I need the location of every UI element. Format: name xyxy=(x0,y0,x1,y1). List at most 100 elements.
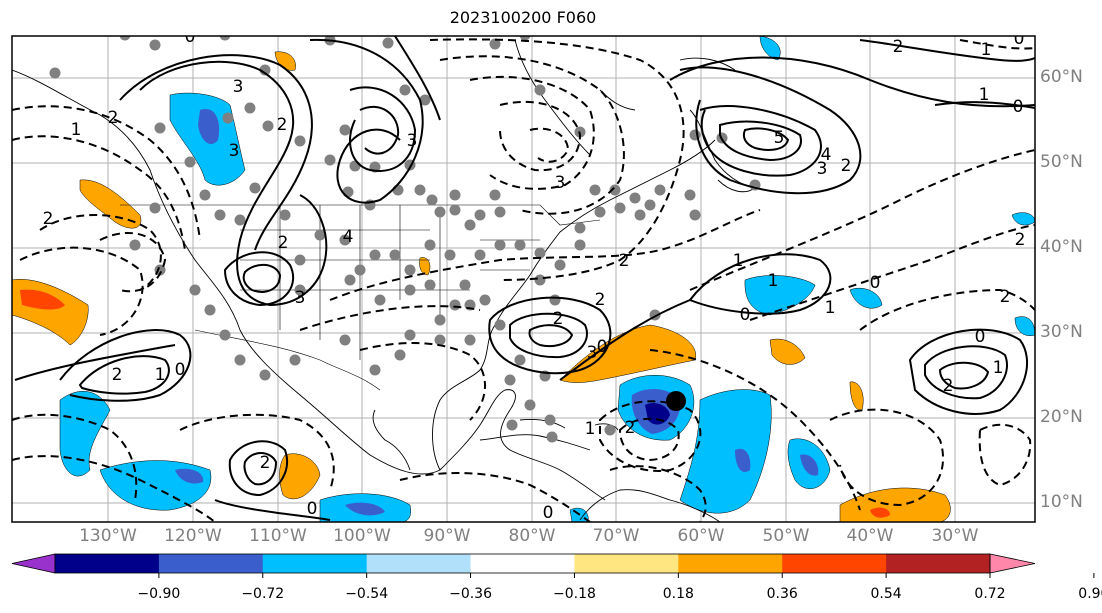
contour-label: 2 xyxy=(278,233,289,253)
colorbar-segment xyxy=(158,554,264,573)
station-dot xyxy=(184,156,196,168)
contour-solid xyxy=(742,127,790,151)
station-dot xyxy=(324,154,336,166)
latitude-label: 20°N xyxy=(1040,407,1083,427)
contour-dashed xyxy=(99,231,167,293)
contour-dashed xyxy=(499,100,582,172)
red-area xyxy=(20,289,65,310)
contour-solid xyxy=(859,39,1035,62)
contour-label: 1 xyxy=(71,120,82,140)
station-dot xyxy=(574,239,586,251)
contour-solid xyxy=(119,54,313,251)
station-dot xyxy=(614,202,626,214)
contour-label: 3 xyxy=(407,131,418,151)
station-dot xyxy=(504,374,516,386)
orange-area xyxy=(769,338,806,365)
contour-solid xyxy=(59,329,192,402)
blue-area xyxy=(679,389,772,514)
contour-dashed xyxy=(12,413,138,501)
contour-label: 4 xyxy=(343,227,354,247)
contour-label: 2 xyxy=(1000,287,1011,307)
station-dot xyxy=(354,264,366,276)
contour-dashed xyxy=(399,472,591,522)
colorbar-tick-label: −0.18 xyxy=(552,586,596,602)
station-dot xyxy=(609,184,621,196)
colorbar-tick-label: 0.72 xyxy=(974,586,1006,602)
station-dot xyxy=(424,279,436,291)
contour-label: 1 xyxy=(993,358,1004,378)
contour-solid xyxy=(139,60,328,307)
contour-label: 2 xyxy=(619,251,630,271)
contour-dashed xyxy=(19,246,144,336)
station-dot xyxy=(314,229,326,241)
contour-dashed xyxy=(439,55,625,215)
colorbar-segment xyxy=(782,554,887,573)
station-dot xyxy=(154,122,166,134)
station-dot xyxy=(339,124,351,136)
station-dot xyxy=(629,192,641,204)
contour-label: 0 xyxy=(175,360,186,380)
blue-area xyxy=(849,287,883,309)
orange-area xyxy=(274,51,296,71)
map-title: 2023100200 F060 xyxy=(449,8,597,27)
contour-solid xyxy=(528,324,574,348)
station-dot xyxy=(494,319,506,331)
blue-area xyxy=(59,391,111,477)
contour-label: 1 xyxy=(768,271,779,291)
contour-solid xyxy=(394,36,441,121)
station-dot xyxy=(149,202,161,214)
contour-label: 2 xyxy=(112,365,123,385)
contour-label: 3 xyxy=(817,159,828,179)
solid-contours xyxy=(14,36,1035,521)
contour-dashed xyxy=(599,400,702,472)
contour-solid xyxy=(243,452,278,486)
contour-label: 4 xyxy=(821,145,832,165)
contour-label: 2 xyxy=(277,115,288,135)
contour-solid xyxy=(488,296,612,375)
contour-label: 0 xyxy=(597,337,608,357)
station-dot xyxy=(389,249,401,261)
contour-solid xyxy=(688,253,832,315)
contour-dashed xyxy=(39,214,162,291)
station-dot xyxy=(339,234,351,246)
station-dot xyxy=(204,304,216,316)
contour-label: 3 xyxy=(555,173,566,193)
colorbar-tick-label: −0.90 xyxy=(137,586,181,602)
contour-solid xyxy=(509,312,588,359)
contour-label: 0 xyxy=(185,27,196,47)
contour-label: 2 xyxy=(943,376,954,396)
station-dot xyxy=(589,184,601,196)
contour-label: 0 xyxy=(870,273,881,293)
longitude-label: 120°W xyxy=(164,526,222,546)
station-dot xyxy=(544,414,556,426)
station-dot xyxy=(149,39,161,51)
station-dot xyxy=(219,36,231,41)
station-dot xyxy=(394,349,406,361)
contour-dashed xyxy=(469,75,595,190)
station-dot xyxy=(392,184,404,196)
station-dot xyxy=(459,279,471,291)
station-dot xyxy=(234,214,246,226)
station-dot xyxy=(374,294,386,306)
station-dot xyxy=(259,64,271,76)
station-dot xyxy=(434,314,446,326)
contour-dashed xyxy=(649,349,861,511)
blue-area xyxy=(198,109,220,145)
station-dot xyxy=(524,399,536,411)
longitude-label: 100°W xyxy=(333,526,391,546)
colorbar-segment xyxy=(55,554,160,573)
contour-dashed xyxy=(618,417,680,462)
blue-area xyxy=(175,468,204,484)
station-dot xyxy=(342,186,354,198)
blue-area xyxy=(759,36,781,61)
latitude-label: 40°N xyxy=(1040,237,1083,257)
latitude-label: 10°N xyxy=(1040,492,1083,512)
station-dot xyxy=(546,431,558,443)
colorbar-tick-label: 0.18 xyxy=(662,586,694,602)
colorbar-segment xyxy=(574,554,679,573)
coastline xyxy=(594,423,619,431)
colorbar-segment xyxy=(678,554,783,573)
station-dot xyxy=(404,264,416,276)
